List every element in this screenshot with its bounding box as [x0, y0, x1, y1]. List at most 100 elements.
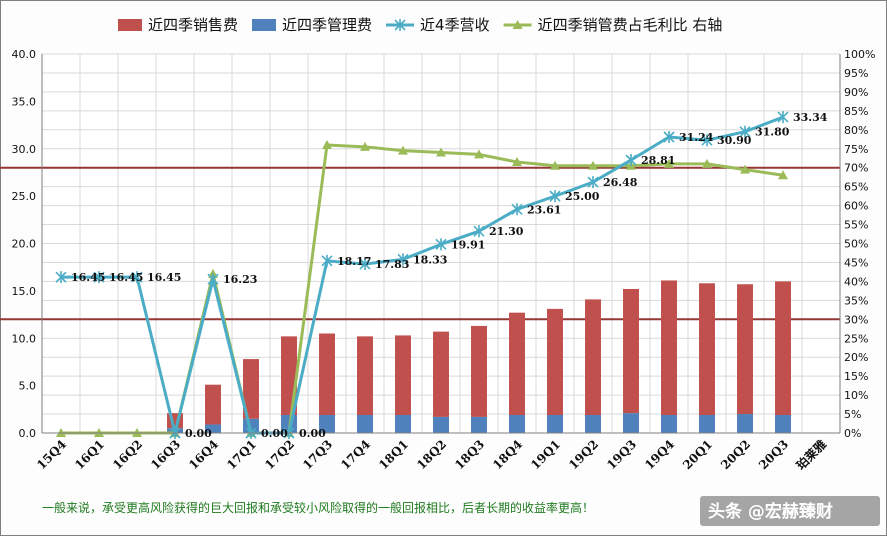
- y2-tick-label: 30%: [844, 313, 868, 326]
- ratio-point: [360, 141, 370, 151]
- revenue-line: [61, 115, 784, 435]
- legend-swatch: [252, 19, 277, 31]
- bar-admin-expense: [623, 413, 639, 433]
- ratio-point: [588, 160, 598, 170]
- bar-sales-expense: [585, 299, 601, 415]
- ratio-point: [322, 139, 332, 149]
- x-tick-label: 16Q3: [148, 437, 183, 472]
- watermark: 头条 @宏赫臻财: [708, 501, 833, 522]
- bar-admin-expense: [433, 416, 449, 433]
- revenue-point: [321, 254, 333, 267]
- legend: 近四季销售费 近四季管理费 近4季营收 近四季销管费占毛利比 右轴: [118, 16, 722, 34]
- y2-tick-label: 5%: [844, 408, 861, 421]
- bar-admin-expense: [737, 414, 753, 433]
- revenue-data-label: 16.45: [71, 271, 105, 284]
- lines: [55, 111, 789, 439]
- revenue-point: [511, 203, 523, 216]
- revenue-data-label: 17.83: [375, 258, 409, 271]
- y2-tick-label: 70%: [844, 162, 868, 175]
- bar-sales-expense: [547, 308, 563, 415]
- watermark-bg: [700, 496, 880, 526]
- bar-sales-expense: [623, 288, 639, 414]
- bar-sales-expense: [737, 284, 753, 415]
- bar-admin-expense: [547, 414, 563, 433]
- legend-label: 近4季营收: [420, 16, 490, 34]
- bar-admin-expense: [509, 414, 525, 433]
- ratio-point: [398, 145, 408, 155]
- y2-tick-label: 95%: [844, 67, 868, 80]
- x-tick-label: 18Q3: [452, 437, 487, 472]
- revenue-data-label: 16.45: [147, 271, 181, 284]
- bar-admin-expense: [471, 416, 487, 433]
- revenue-data-label: 0.00: [299, 427, 326, 440]
- revenue-data-label: 18.17: [337, 255, 371, 268]
- revenue-point: [131, 271, 143, 284]
- x-tick-label: 20Q3: [756, 437, 791, 472]
- x-tick-label: 珀莱雅: [793, 437, 829, 473]
- bar-admin-expense: [395, 414, 411, 433]
- revenue-point: [549, 190, 561, 203]
- x-tick-label: 19Q3: [604, 437, 639, 472]
- revenue-point: [207, 273, 219, 286]
- legend-label: 近四季管理费: [282, 16, 372, 34]
- y2-tick-label: 55%: [844, 219, 868, 232]
- y-tick-label: 15.0: [12, 285, 37, 298]
- revenue-point: [93, 271, 105, 284]
- x-tick-label: 17Q2: [262, 437, 297, 472]
- y2-tick-label: 50%: [844, 238, 868, 251]
- revenue-point: [739, 125, 751, 138]
- x-tick-label: 16Q1: [72, 437, 107, 472]
- revenue-point: [55, 271, 67, 284]
- y-tick-label: 25.0: [12, 190, 37, 203]
- revenue-data-label: 30.90: [717, 134, 752, 147]
- revenue-data-label: 31.24: [679, 131, 714, 144]
- revenue-point: [663, 131, 675, 144]
- x-tick-label: 17Q3: [300, 437, 335, 472]
- revenue-point: [701, 134, 713, 147]
- bars: [167, 280, 791, 433]
- revenue-data-label: 0.00: [261, 427, 288, 440]
- x-tick-label: 19Q2: [566, 437, 601, 472]
- bar-admin-expense: [661, 414, 677, 433]
- y2-tick-label: 65%: [844, 181, 868, 194]
- x-tick-label: 18Q4: [490, 437, 525, 472]
- bar-admin-expense: [775, 414, 791, 433]
- y2-tick-label: 15%: [844, 370, 868, 383]
- y2-tick-label: 75%: [844, 143, 868, 156]
- bar-sales-expense: [471, 325, 487, 417]
- bar-admin-expense: [585, 414, 601, 433]
- bar-sales-expense: [357, 336, 373, 415]
- revenue-point: [777, 111, 789, 124]
- revenue-data-label: 33.34: [793, 111, 828, 124]
- x-tick-label: 18Q1: [376, 437, 411, 472]
- y2-tick-label: 0%: [844, 427, 861, 440]
- revenue-point: [473, 225, 485, 238]
- revenue-data-label: 19.91: [451, 238, 485, 251]
- ratio-point: [702, 158, 712, 168]
- y2-tick-label: 25%: [844, 332, 868, 345]
- legend-label: 近四季销管费占毛利比 右轴: [538, 16, 723, 34]
- x-tick-label: 17Q4: [338, 437, 373, 472]
- ratio-point: [778, 170, 788, 180]
- y2-tick-label: 35%: [844, 294, 868, 307]
- x-tick-label: 20Q1: [680, 437, 715, 472]
- ratio-point: [664, 158, 674, 168]
- bar-admin-expense: [205, 424, 221, 433]
- revenue-data-label: 25.00: [565, 190, 600, 203]
- footer-note: 一般来说，承受更高风险获得的巨大回报和承受较小风险取得的一般回报相比，后者长期的…: [42, 500, 594, 515]
- revenue-data-label: 23.61: [527, 203, 561, 216]
- y2-tick-label: 80%: [844, 124, 868, 137]
- bar-sales-expense: [699, 283, 715, 415]
- x-tick-label: 15Q4: [34, 437, 69, 472]
- x-tick-label: 19Q1: [528, 437, 563, 472]
- revenue-data-label: 18.33: [413, 253, 447, 266]
- revenue-point: [625, 154, 637, 167]
- ratio-point: [740, 164, 750, 174]
- ratio-point: [436, 147, 446, 157]
- bar-admin-expense: [319, 414, 335, 433]
- revenue-data-label: 21.30: [489, 225, 524, 238]
- revenue-point: [435, 238, 447, 251]
- y2-tick-label: 90%: [844, 86, 868, 99]
- y-tick-label: 40.0: [12, 48, 37, 61]
